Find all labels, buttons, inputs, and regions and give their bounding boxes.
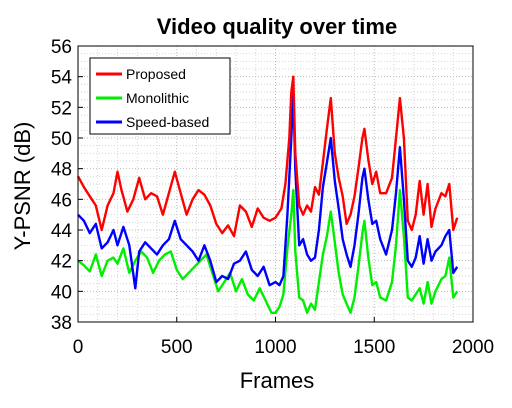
x-tick-label: 2000 (452, 337, 494, 358)
y-tick-label: 48 (51, 160, 72, 181)
y-tick-label: 38 (51, 313, 72, 334)
series-lines (76, 75, 459, 314)
y-tick-label: 52 (51, 98, 72, 119)
legend-entry: Speed-based (126, 114, 209, 130)
y-tick-label: 46 (51, 190, 72, 211)
x-tick-label: 1000 (254, 337, 296, 358)
y-tick-label: 54 (51, 68, 73, 89)
x-axis-label: Frames (240, 368, 315, 393)
legend: Proposed Monolithic Speed-based (89, 57, 231, 135)
legend-entry: Monolithic (126, 90, 189, 106)
x-tick-label: 500 (161, 337, 193, 358)
y-tick-label: 56 (51, 37, 72, 58)
y-tick-label: 44 (51, 221, 73, 242)
series-line-monolithic (77, 188, 459, 314)
x-tick-label: 1500 (353, 337, 395, 358)
axis-ticks: 0 500 1000 1500 2000 38 40 42 44 46 48 50 52 54 56 (51, 37, 494, 358)
chart-title: Video quality over time (157, 14, 397, 39)
y-tick-label: 50 (51, 129, 72, 150)
y-tick-label: 40 (51, 282, 72, 303)
legend-entry: Proposed (126, 66, 186, 82)
y-tick-label: 42 (51, 252, 72, 273)
series-line-proposed (76, 75, 459, 238)
x-tick-label: 0 (73, 337, 84, 358)
y-axis-label: Y-PSNR (dB) (10, 122, 35, 251)
